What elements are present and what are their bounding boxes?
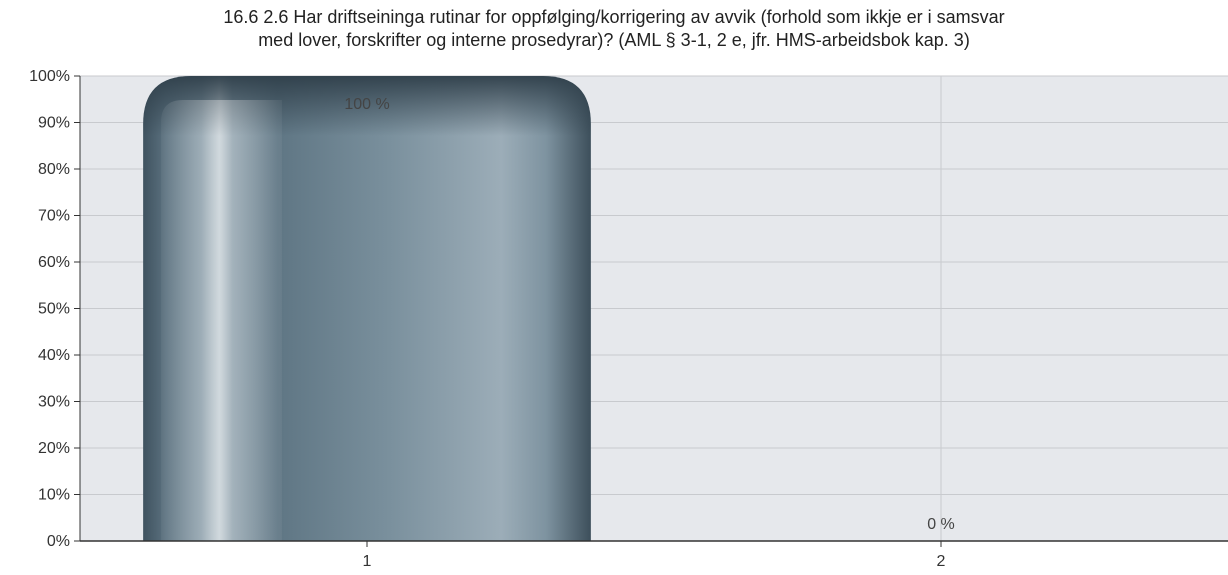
y-tick-label: 70% bbox=[38, 208, 70, 225]
bars bbox=[143, 76, 591, 541]
y-tick-label: 100% bbox=[29, 68, 70, 85]
y-tick-label: 30% bbox=[38, 394, 70, 411]
y-tick-label: 0% bbox=[47, 533, 70, 550]
chart-title-line-1: 16.6 2.6 Har driftseininga rutinar for o… bbox=[223, 7, 1005, 27]
x-tick-label: 1 bbox=[363, 553, 372, 570]
y-tick-label: 40% bbox=[38, 347, 70, 364]
y-tick-label: 20% bbox=[38, 440, 70, 457]
data-label-2: 0 % bbox=[927, 516, 955, 533]
bar-1 bbox=[143, 76, 591, 541]
axes bbox=[74, 75, 1228, 547]
chart-title: 16.6 2.6 Har driftseininga rutinar for o… bbox=[0, 6, 1228, 52]
labels: 0% 10% 20% 30% 40% 50% 60% 70% 80% 90% 100% 100 % 1 0… bbox=[29, 68, 955, 570]
bar-highlight bbox=[161, 100, 282, 541]
chart-title-line-2: med lover, forskrifter og interne prosed… bbox=[258, 30, 970, 50]
y-tick-label: 80% bbox=[38, 161, 70, 178]
y-tick-label: 90% bbox=[38, 115, 70, 132]
y-tick-label: 60% bbox=[38, 254, 70, 271]
y-tick-label: 10% bbox=[38, 487, 70, 504]
y-tick-label: 50% bbox=[38, 301, 70, 318]
x-tick-label: 2 bbox=[937, 553, 946, 570]
data-label-1: 100 % bbox=[344, 96, 389, 113]
